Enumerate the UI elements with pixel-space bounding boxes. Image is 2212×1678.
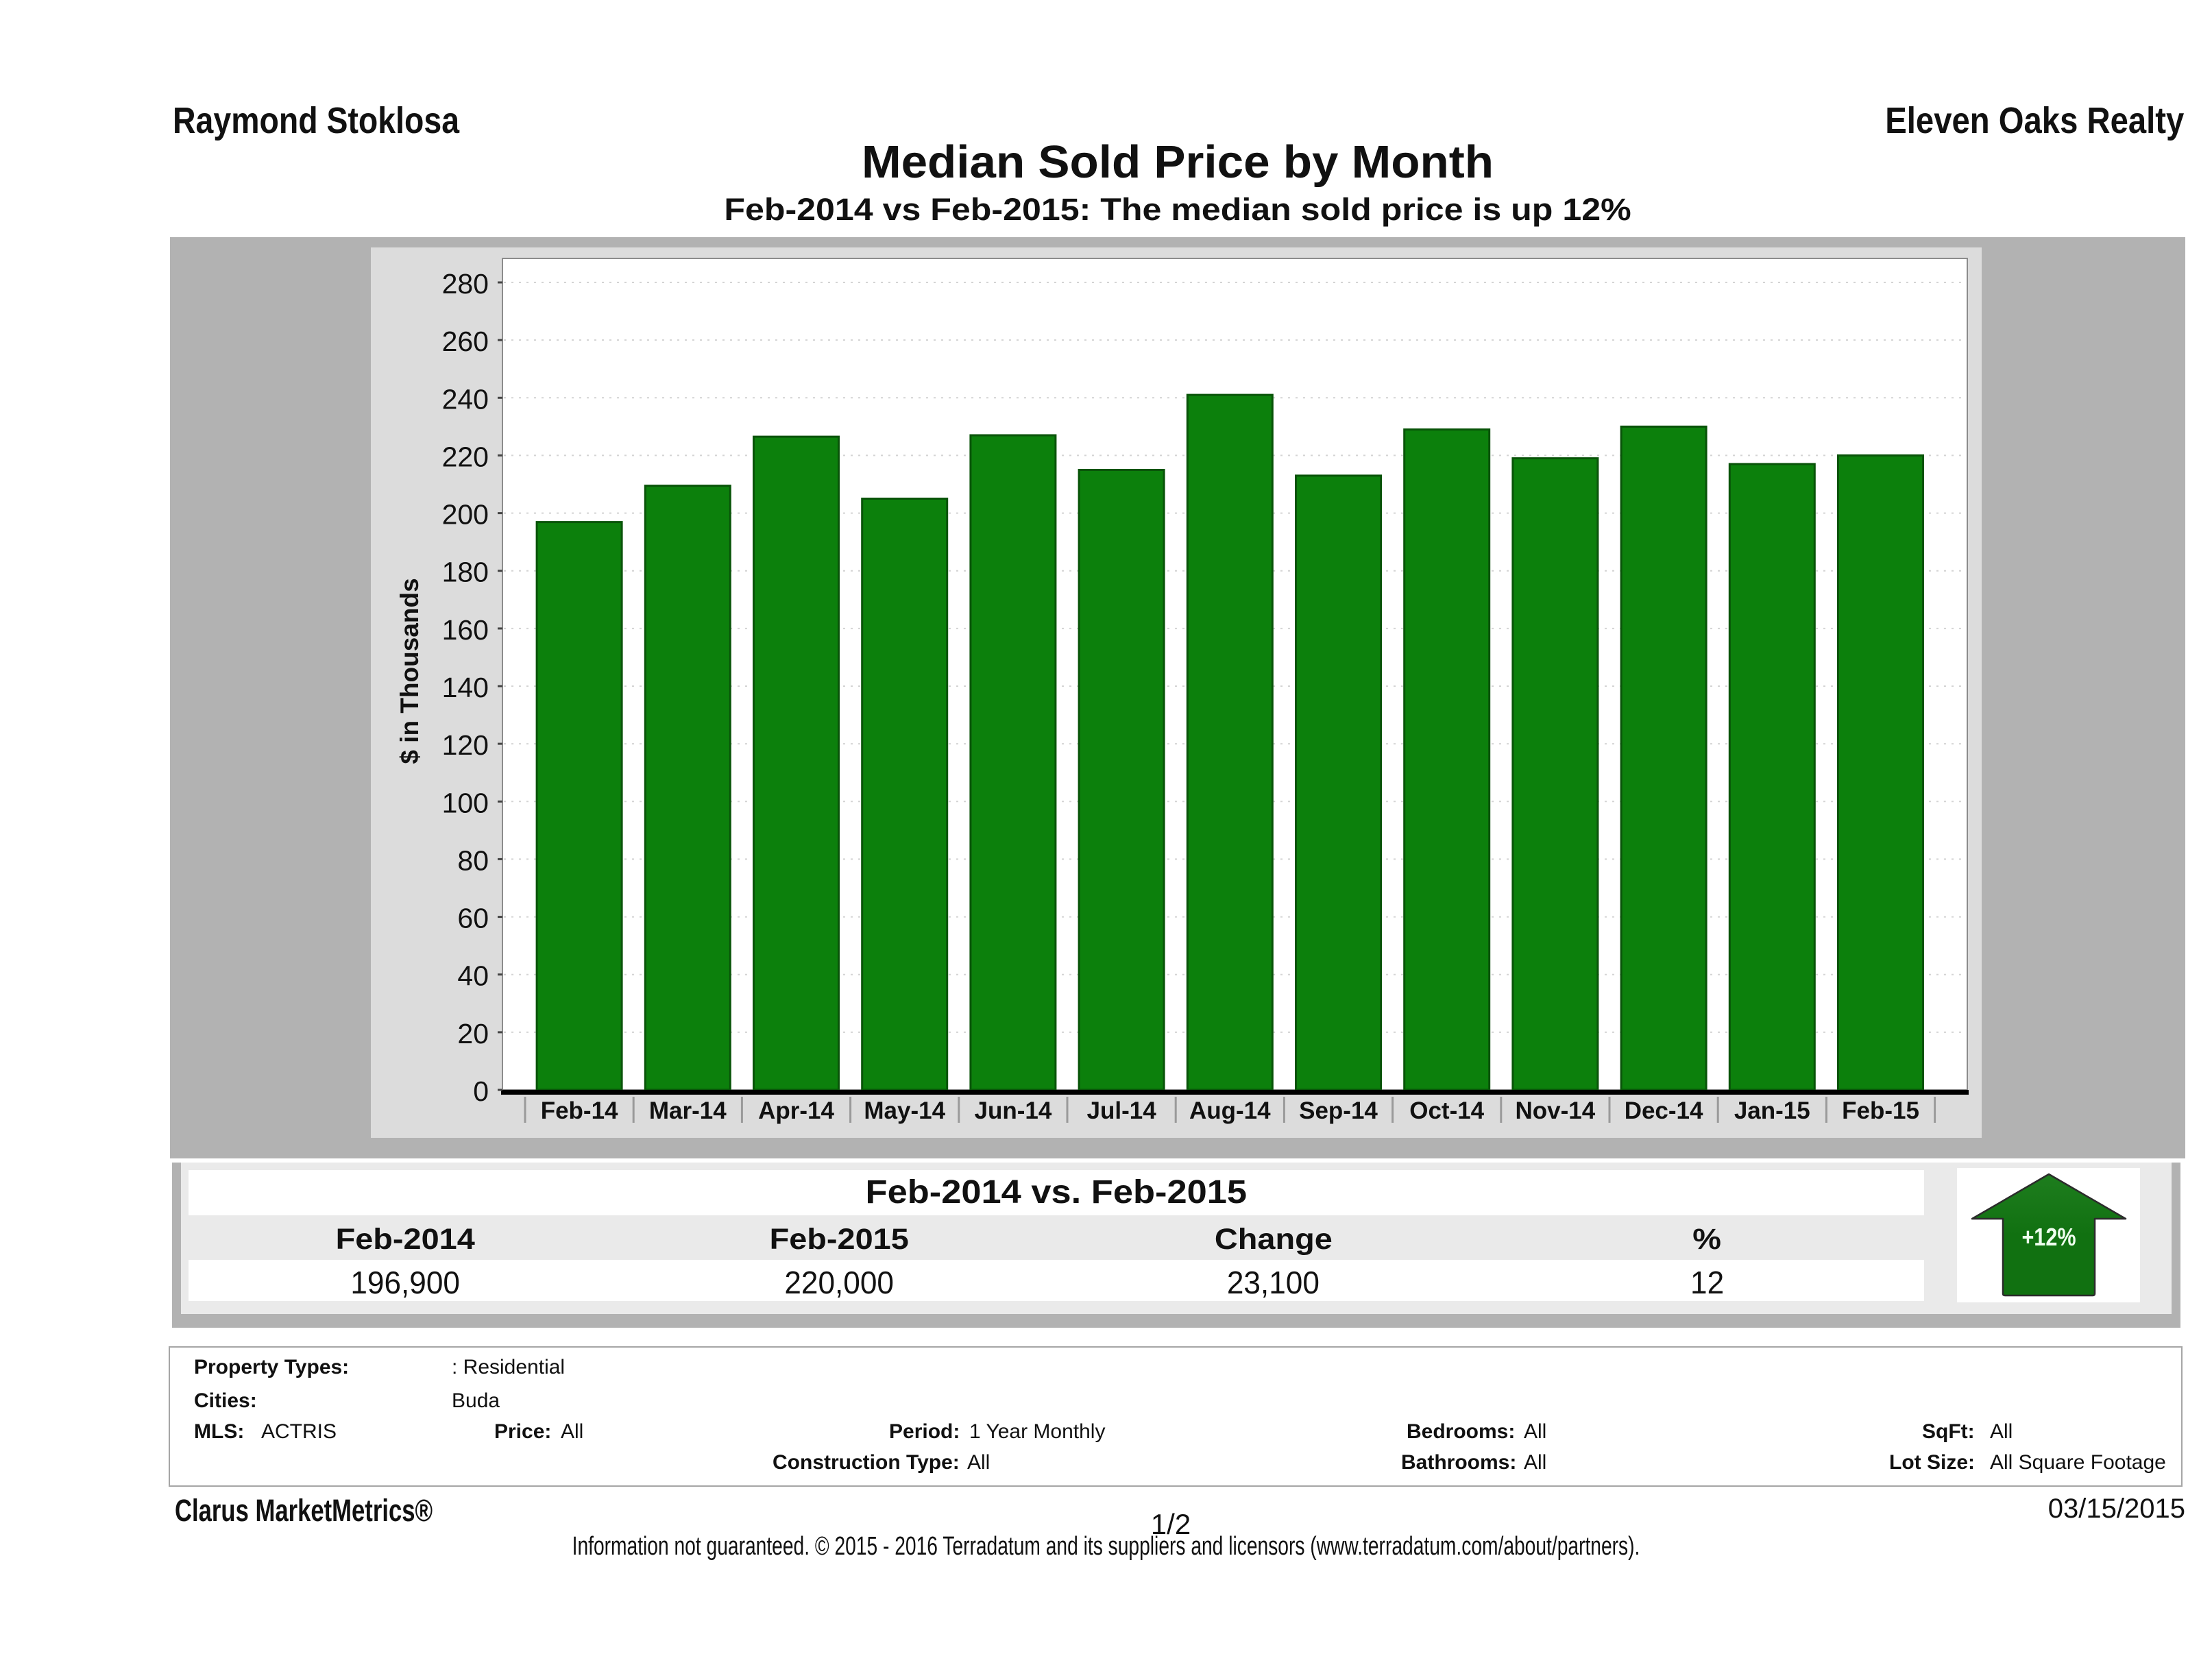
svg-text:Apr-14: Apr-14 (758, 1097, 834, 1124)
svg-text:240: 240 (442, 383, 489, 415)
svg-text:200: 200 (442, 499, 489, 531)
svg-text:0: 0 (473, 1075, 489, 1107)
svg-text:Nov-14: Nov-14 (1516, 1097, 1596, 1124)
svg-text:Feb-14: Feb-14 (541, 1097, 618, 1124)
svg-text:Sep-14: Sep-14 (1299, 1097, 1378, 1124)
svg-text:260: 260 (442, 326, 489, 357)
svg-text:Oct-14: Oct-14 (1409, 1097, 1484, 1124)
svg-text:280: 280 (442, 268, 489, 300)
svg-text:140: 140 (442, 672, 489, 703)
svg-text:100: 100 (442, 787, 489, 818)
svg-text:Feb-15: Feb-15 (1842, 1097, 1919, 1124)
svg-text:20: 20 (457, 1018, 489, 1049)
svg-text:40: 40 (457, 960, 489, 992)
svg-text:Jul-14: Jul-14 (1087, 1097, 1157, 1124)
svg-text:Dec-14: Dec-14 (1625, 1097, 1703, 1124)
svg-text:Mar-14: Mar-14 (649, 1097, 727, 1124)
svg-text:Jun-14: Jun-14 (974, 1097, 1052, 1124)
svg-text:60: 60 (457, 903, 489, 934)
svg-text:+12%: +12% (2021, 1224, 2076, 1252)
svg-text:May-14: May-14 (864, 1097, 945, 1124)
svg-text:220: 220 (442, 441, 489, 472)
svg-text:80: 80 (457, 844, 489, 876)
svg-text:180: 180 (442, 557, 489, 588)
svg-text:Aug-14: Aug-14 (1189, 1097, 1271, 1124)
svg-text:$ in Thousands: $ in Thousands (396, 578, 424, 764)
svg-text:Jan-15: Jan-15 (1734, 1097, 1810, 1124)
svg-text:120: 120 (442, 729, 489, 761)
svg-text:160: 160 (442, 614, 489, 646)
